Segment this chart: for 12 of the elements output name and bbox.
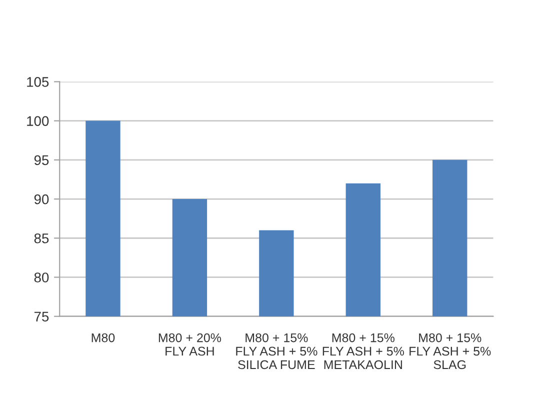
x-tick-label: M80 + 15% FLY ASH + 5% SILICA FUME [236, 333, 318, 370]
x-tick-label: M80 + 15% FLY ASH + 5% METAKAOLIN [322, 333, 404, 370]
y-tick-label: 105 [27, 77, 49, 87]
y-tick-label: 100 [27, 116, 49, 126]
x-tick-label: M80 + 20% FLY ASH [158, 333, 222, 356]
x-tick-label: M80 + 15% FLY ASH + 5% SLAG [410, 333, 491, 370]
y-tick-label: 85 [34, 233, 49, 244]
y-tick-label: 90 [34, 194, 49, 204]
y-tick-label: 80 [34, 272, 49, 282]
y-tick-label: 95 [34, 155, 49, 166]
x-tick-label: M80 [92, 333, 115, 342]
y-tick-label: 75 [34, 312, 49, 322]
